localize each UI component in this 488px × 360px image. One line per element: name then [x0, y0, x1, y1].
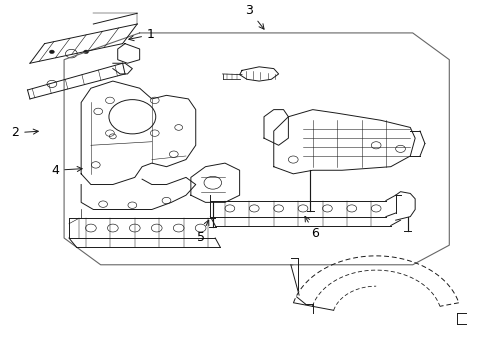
Text: 5: 5	[196, 220, 208, 244]
Text: 6: 6	[305, 216, 319, 240]
Text: 4: 4	[51, 164, 82, 177]
Text: 3: 3	[245, 4, 264, 29]
Text: 1: 1	[128, 28, 155, 41]
Circle shape	[83, 50, 88, 54]
Circle shape	[49, 50, 54, 54]
Text: 2: 2	[11, 126, 38, 139]
